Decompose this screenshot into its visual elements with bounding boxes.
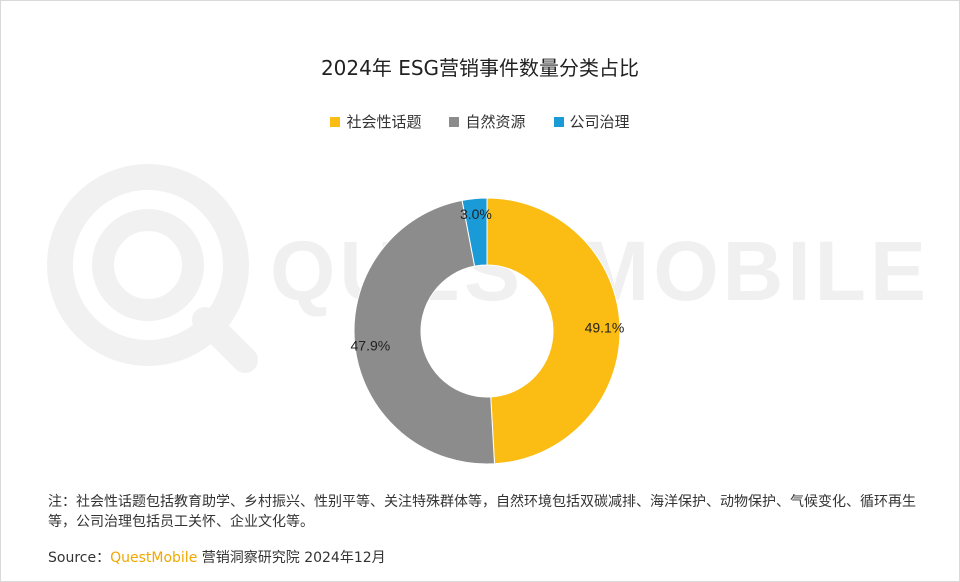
data-label-social: 49.1%	[585, 320, 625, 336]
chart-title: 2024年 ESG营销事件数量分类占比	[320, 56, 640, 80]
donut-slice-social	[486, 197, 621, 465]
data-label-governance: 3.0%	[460, 206, 492, 222]
legend-swatch-social	[330, 116, 341, 127]
source-suffix: 营销洞察研究院 2024年12月	[197, 550, 386, 566]
legend-label-nature: 自然资源	[465, 113, 526, 131]
legend-item-social: 社会性话题	[330, 111, 421, 132]
footnote: 注：社会性话题包括教育助学、乡村振兴、性别平等、关注特殊群体等，自然环境包括双碳…	[48, 494, 916, 530]
legend-label-social: 社会性话题	[346, 113, 422, 131]
data-label-nature: 47.9%	[351, 337, 391, 353]
donut-slice-nature	[353, 199, 496, 465]
source-prefix: Source：	[48, 550, 111, 566]
donut-slice-governance	[461, 197, 488, 267]
chart-legend: 社会性话题 自然资源 公司治理	[0, 111, 960, 132]
source-brand: QuestMobile	[110, 550, 198, 566]
legend-label-governance: 公司治理	[569, 113, 630, 131]
legend-item-governance: 公司治理	[553, 111, 630, 132]
source-line: Source：QuestMobile 营销洞察研究院 2024年12月	[48, 547, 386, 567]
legend-item-nature: 自然资源	[449, 111, 526, 132]
legend-swatch-nature	[449, 116, 460, 127]
legend-swatch-governance	[553, 116, 564, 127]
